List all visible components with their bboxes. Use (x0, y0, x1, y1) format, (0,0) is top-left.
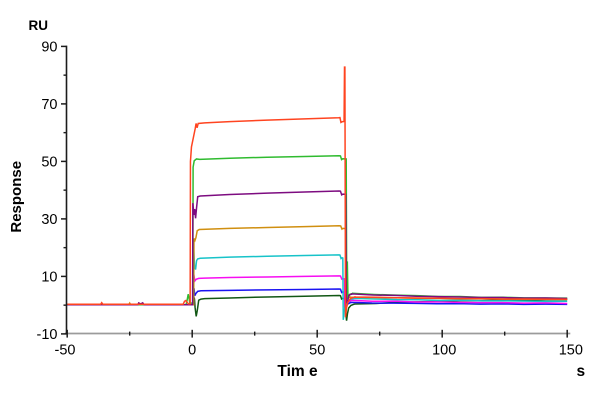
svg-text:0: 0 (188, 343, 196, 359)
svg-text:s: s (576, 363, 585, 380)
svg-text:10: 10 (41, 269, 57, 285)
svg-text:90: 90 (41, 39, 57, 55)
svg-text:Response: Response (8, 161, 25, 233)
svg-text:50: 50 (41, 154, 57, 170)
svg-text:Tim e: Tim e (277, 363, 318, 380)
svg-text:100: 100 (432, 343, 456, 359)
svg-text:50: 50 (309, 343, 325, 359)
svg-text:30: 30 (41, 212, 57, 228)
svg-text:-50: -50 (55, 343, 76, 359)
svg-text:150: 150 (559, 343, 583, 359)
svg-text:-10: -10 (37, 327, 58, 343)
svg-text:70: 70 (41, 97, 57, 113)
svg-text:RU: RU (29, 18, 49, 33)
